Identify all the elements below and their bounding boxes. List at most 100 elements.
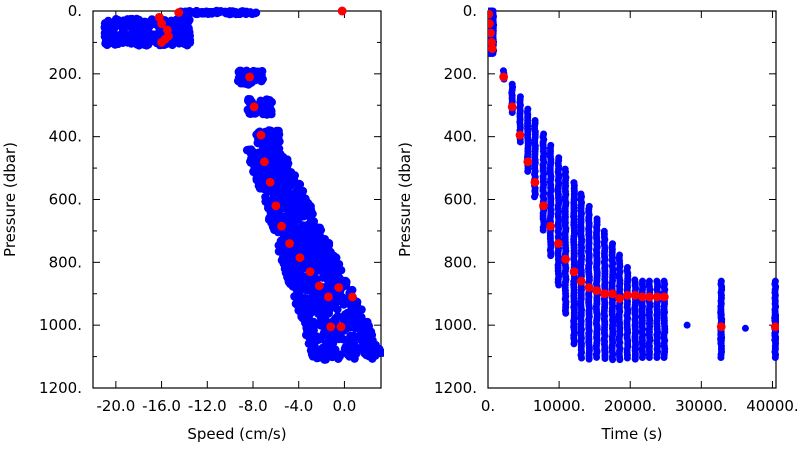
raw-point <box>345 347 355 357</box>
raw-point <box>177 22 187 31</box>
plot-frame <box>487 10 777 389</box>
mean-point <box>324 292 333 302</box>
raw-point <box>254 173 263 182</box>
raw-point <box>286 213 296 223</box>
raw-point <box>303 309 312 318</box>
mean-point <box>337 6 347 16</box>
raw-point <box>555 281 563 289</box>
raw-point <box>246 147 255 157</box>
x-tick-label: -12.0 <box>188 397 227 415</box>
mean-point <box>314 281 324 291</box>
raw-point <box>130 38 139 48</box>
raw-point <box>336 266 346 275</box>
raw-point <box>306 346 316 355</box>
raw-point <box>373 346 383 355</box>
raw-point <box>300 245 309 255</box>
raw-point <box>185 27 194 37</box>
mean-point <box>637 292 647 302</box>
y-tick-label: 1200. <box>39 379 82 397</box>
x-tick-label: -20.0 <box>96 397 135 415</box>
raw-point <box>306 206 316 215</box>
raw-point <box>623 354 631 362</box>
raw-point <box>281 268 291 277</box>
raw-point <box>653 354 661 362</box>
raw-point <box>319 270 328 280</box>
mean-point <box>515 130 525 140</box>
raw-point <box>320 235 330 244</box>
mean-point <box>716 322 726 332</box>
mean-point <box>554 239 563 248</box>
mean-point <box>507 102 517 112</box>
x-tick-label: -16.0 <box>142 397 181 415</box>
mean-point <box>600 289 610 299</box>
raw-point <box>357 327 366 336</box>
raw-point <box>330 297 339 306</box>
raw-point <box>110 23 119 32</box>
mean-point <box>256 130 266 140</box>
mean-point <box>499 72 509 82</box>
raw-point <box>291 299 301 308</box>
raw-point <box>330 261 339 271</box>
mean-point <box>622 290 632 300</box>
points-layer <box>100 6 384 364</box>
mean-point <box>334 283 344 292</box>
raw-point <box>585 355 593 363</box>
raw-point <box>122 21 131 31</box>
raw-point <box>148 30 158 39</box>
raw-point <box>304 339 314 348</box>
x-tick-label: 30000. <box>675 397 728 415</box>
raw-point <box>327 303 336 313</box>
raw-point <box>299 198 308 207</box>
raw-point <box>303 221 313 231</box>
raw-point <box>274 179 283 188</box>
raw-point <box>274 187 284 196</box>
raw-point <box>308 283 317 292</box>
mean-point <box>488 19 494 28</box>
x-tick-label: 0. <box>481 397 495 415</box>
raw-point <box>101 39 110 48</box>
mean-point <box>569 267 579 277</box>
x-tick-label: 40000. <box>746 397 799 415</box>
raw-point <box>683 321 691 329</box>
raw-point <box>251 8 261 17</box>
raw-point <box>277 236 286 246</box>
mean-point <box>576 276 586 286</box>
raw-point <box>248 159 258 168</box>
y-tick-label: 1000. <box>434 316 477 334</box>
raw-point <box>593 353 601 361</box>
x-tick-label: 0.0 <box>332 397 356 415</box>
raw-point <box>231 8 240 17</box>
raw-point <box>347 312 356 322</box>
mean-point <box>530 177 540 187</box>
raw-point <box>516 138 524 146</box>
y-tick-label: 800. <box>49 253 82 271</box>
raw-point <box>314 229 324 238</box>
raw-point <box>717 339 725 347</box>
y-axis-label: Pressure (dbar) <box>1 142 19 257</box>
raw-point <box>367 344 376 353</box>
raw-point <box>291 193 300 203</box>
raw-point <box>329 316 339 325</box>
mean-point <box>546 221 555 231</box>
raw-point <box>243 96 253 105</box>
raw-point <box>279 201 288 210</box>
raw-point <box>261 192 270 202</box>
raw-point <box>294 265 304 274</box>
y-tick-label: 600. <box>444 191 477 209</box>
raw-point <box>524 167 532 175</box>
mean-point <box>245 72 254 82</box>
raw-point <box>285 225 294 234</box>
raw-point <box>323 349 332 358</box>
raw-point <box>266 215 275 224</box>
raw-point <box>126 14 136 24</box>
raw-point <box>321 245 330 255</box>
raw-point <box>274 158 283 168</box>
mean-point <box>260 157 269 167</box>
raw-point <box>351 344 361 354</box>
raw-point <box>660 354 668 362</box>
raw-point <box>645 354 653 362</box>
raw-point <box>315 262 325 271</box>
raw-point <box>336 350 345 359</box>
x-tick-label: 10000. <box>533 397 586 415</box>
